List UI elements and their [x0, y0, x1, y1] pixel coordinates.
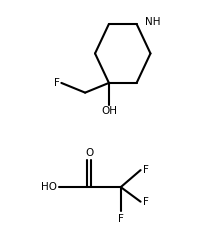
Text: F: F [143, 165, 148, 175]
Text: F: F [53, 78, 59, 88]
Text: NH: NH [145, 17, 160, 26]
Text: HO: HO [41, 182, 57, 192]
Text: F: F [143, 197, 148, 207]
Text: O: O [85, 148, 93, 158]
Text: F: F [118, 214, 124, 224]
Text: OH: OH [101, 106, 117, 116]
